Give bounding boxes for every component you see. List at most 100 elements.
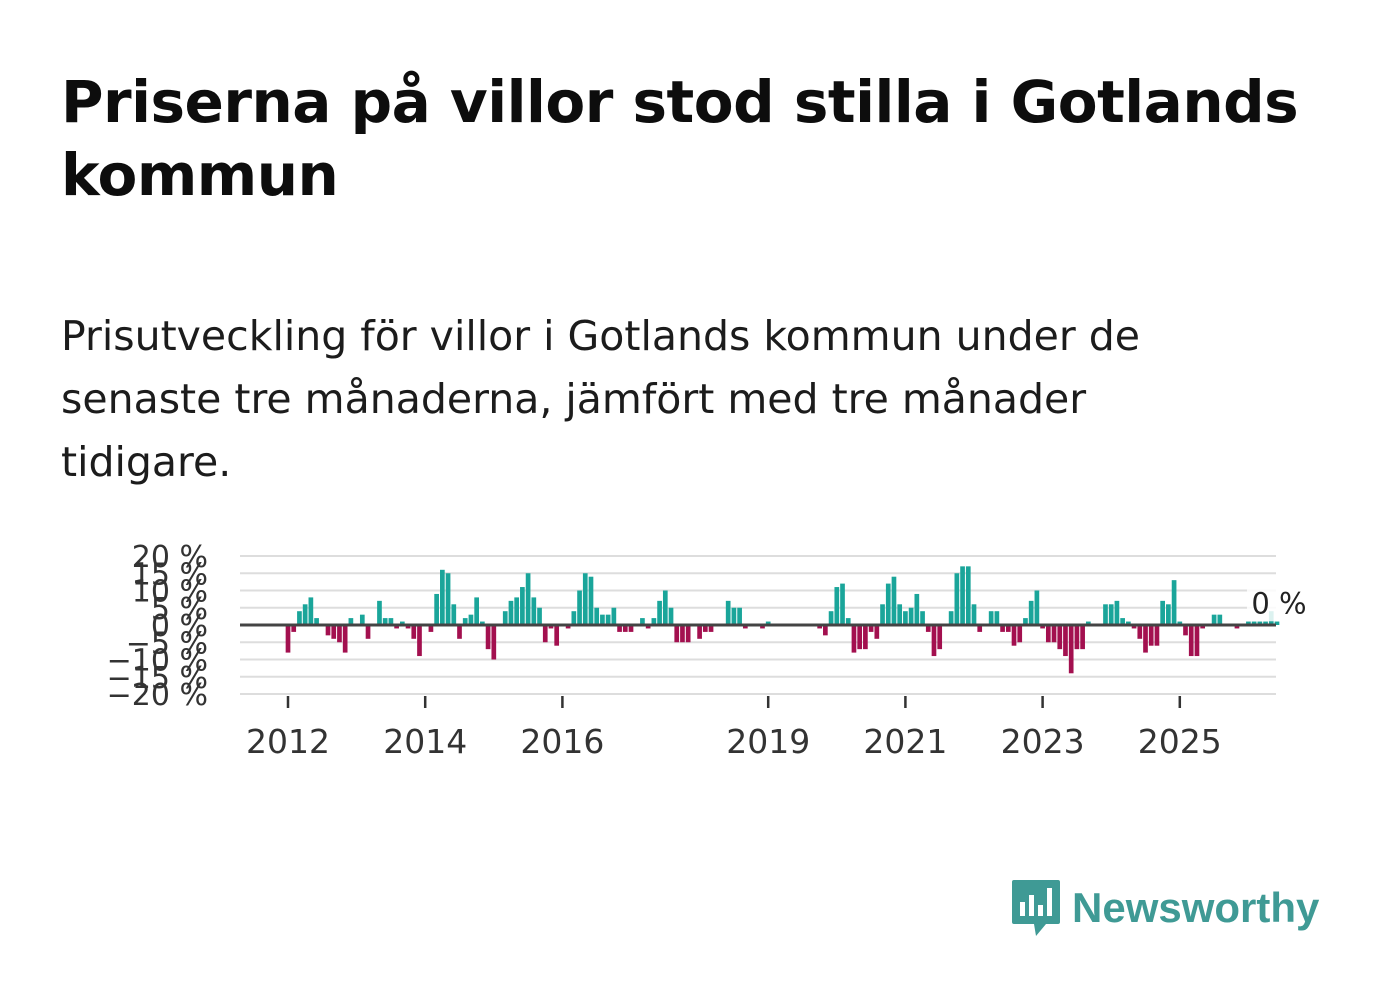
bar (880, 604, 885, 625)
bar (1274, 621, 1280, 625)
chart-subtitle: Prisutveckling för villor i Gotlands kom… (61, 312, 1140, 486)
x-tick-label: 2014 (383, 722, 467, 761)
bar (1040, 625, 1045, 629)
x-tick-label: 2019 (726, 722, 810, 761)
bar (565, 625, 571, 629)
bar (874, 625, 880, 639)
bar (359, 614, 365, 625)
bar (462, 618, 468, 625)
newsworthy-logo-icon (1012, 880, 1060, 936)
bar (1068, 625, 1074, 674)
bar (617, 625, 622, 632)
bar (702, 625, 708, 632)
bar (948, 611, 954, 625)
bar (348, 618, 354, 625)
bar (651, 618, 657, 625)
bar (1166, 604, 1171, 625)
bar (382, 618, 388, 625)
bar (337, 625, 342, 643)
bar (988, 611, 994, 625)
bar (537, 607, 542, 625)
bar (394, 625, 399, 629)
bar (1246, 621, 1251, 625)
bar (1234, 625, 1240, 629)
bar (440, 569, 445, 625)
bar (737, 607, 742, 625)
bar (868, 625, 874, 632)
bar (697, 625, 702, 639)
bar (903, 611, 908, 625)
x-tick-label: 2023 (1001, 722, 1085, 761)
bar (1200, 625, 1206, 629)
bar (588, 576, 594, 625)
bar (885, 583, 891, 625)
bar (342, 625, 348, 653)
y-tick-label: −20 % (107, 678, 208, 713)
bar (502, 611, 508, 625)
bar (1034, 590, 1040, 625)
bar (1131, 625, 1137, 629)
bar (468, 614, 474, 625)
bar (851, 625, 857, 653)
bar (622, 625, 628, 632)
bar (708, 625, 714, 632)
bar (417, 625, 422, 657)
bar (657, 600, 662, 625)
bar (1188, 625, 1194, 657)
bar (920, 611, 925, 625)
bar (994, 611, 1000, 625)
bar-chart: 20 %15 %10 %5 %0 %−5 %−10 %−15 %−20 % 20… (107, 540, 1311, 761)
bar (1143, 625, 1148, 653)
bar (1120, 618, 1125, 625)
grid-lines (240, 555, 1276, 695)
bar (1154, 625, 1160, 646)
bar (525, 573, 531, 625)
y-tick-label: 5 % (151, 592, 208, 627)
x-tick-label: 2016 (520, 722, 604, 761)
bar (628, 625, 634, 632)
bar (863, 625, 868, 650)
bar (314, 618, 319, 625)
bar (897, 604, 903, 625)
bar (1114, 600, 1120, 625)
bar (411, 625, 417, 639)
bar (817, 625, 822, 629)
bar (520, 587, 525, 625)
bar (834, 587, 840, 625)
bar (1023, 618, 1028, 625)
bar (674, 625, 680, 643)
bar (645, 625, 651, 629)
bar (1074, 625, 1080, 650)
bar (308, 597, 314, 625)
bar (388, 618, 394, 625)
y-tick-label: 0 % (151, 609, 208, 644)
bar (954, 573, 960, 625)
x-axis: 2012 2014 2016 2019 2021 2023 2025 (246, 696, 1222, 761)
y-tick-label: −15 % (107, 661, 208, 696)
bar (845, 618, 851, 625)
bar (840, 583, 845, 625)
bar (325, 625, 331, 636)
bar (1137, 625, 1143, 639)
y-axis: 20 %15 %10 %5 %0 %−5 %−10 %−15 %−20 % (107, 540, 208, 713)
bar (1103, 604, 1108, 625)
bar (1217, 614, 1223, 625)
logo-text: Newsworthy (1072, 884, 1320, 931)
bar (514, 597, 520, 625)
bar (485, 625, 491, 650)
bar (297, 611, 302, 625)
bar (662, 590, 668, 625)
bar (1017, 625, 1023, 643)
bar (971, 604, 977, 625)
bar (594, 607, 600, 625)
bar (977, 625, 983, 632)
bar (960, 566, 965, 625)
bar (554, 625, 560, 646)
bar (457, 625, 462, 639)
bar (1160, 600, 1165, 625)
x-tick-label: 2025 (1138, 722, 1222, 761)
bar (605, 614, 611, 625)
bar (731, 607, 737, 625)
bar (1251, 621, 1257, 625)
y-tick-label: −10 % (107, 644, 208, 679)
